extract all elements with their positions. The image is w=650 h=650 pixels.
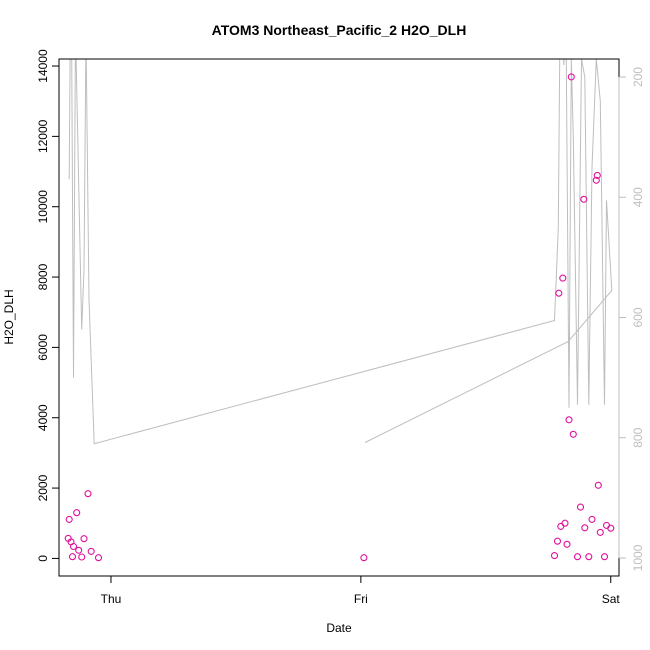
scatter-point <box>87 547 95 555</box>
scatter-point <box>585 553 593 561</box>
y-axis-label: H2O_DLH <box>2 289 16 344</box>
right-axis-series-layer <box>68 59 613 445</box>
scatter-point <box>576 503 585 511</box>
scatter-point <box>600 553 609 561</box>
x-axis: Thu Fri Sat <box>101 575 621 606</box>
y-tick-label: 0 <box>36 555 50 562</box>
scatter-point <box>550 552 559 560</box>
y-tick-label: 12000 <box>36 119 50 153</box>
scatter-point <box>84 490 92 498</box>
scatter-point <box>569 430 577 438</box>
scatter-point <box>580 195 588 203</box>
scatter-point <box>360 554 368 562</box>
scatter-point <box>80 535 88 543</box>
scatter-point <box>78 553 86 561</box>
right-axis-series-line <box>68 59 613 445</box>
right-tick-label: 1000 <box>631 544 645 571</box>
scatter-point <box>75 546 83 554</box>
x-tick-label: Sat <box>602 592 621 606</box>
scatter-point <box>594 481 602 489</box>
scatter-point <box>553 537 562 545</box>
y-tick-label: 6000 <box>36 334 50 361</box>
right-tick-label: 200 <box>631 67 645 87</box>
y-tick-label: 8000 <box>36 263 50 290</box>
x-tick-label: Fri <box>354 592 368 606</box>
right-tick-label: 800 <box>631 427 645 447</box>
x-axis-label: Date <box>326 621 352 635</box>
scatter-point <box>69 542 78 551</box>
scatter-point <box>563 540 571 548</box>
scatter-point <box>602 521 611 529</box>
scatter-point <box>607 524 615 532</box>
scatter-point <box>593 171 601 179</box>
scatter-point <box>561 519 569 527</box>
scatter-point <box>68 553 77 561</box>
scatter-point <box>588 515 596 523</box>
scatter-point <box>573 553 582 561</box>
y-tick-label: 14000 <box>36 49 50 83</box>
scatter-point <box>73 509 81 517</box>
scatter-point <box>557 522 565 530</box>
x-tick-label: Thu <box>101 592 122 606</box>
scatter-points-layer <box>64 73 615 562</box>
scatter-point <box>592 176 600 184</box>
chart-title: ATOM3 Northeast_Pacific_2 H2O_DLH <box>212 22 467 38</box>
y-tick-label: 2000 <box>36 474 50 501</box>
scatter-point <box>555 289 563 297</box>
y-tick-label: 4000 <box>36 404 50 431</box>
plot-frame <box>58 58 620 577</box>
y-axis-right: 200 400 600 800 1000 <box>618 67 645 571</box>
right-tick-label: 600 <box>631 307 645 327</box>
scatter-point <box>94 554 103 562</box>
scatter-point <box>65 515 73 523</box>
right-tick-label: 400 <box>631 187 645 207</box>
y-axis-left: 0 2000 4000 6000 8000 10000 12000 14000 <box>36 49 60 562</box>
scatter-point <box>596 528 604 536</box>
scatter-point <box>581 524 589 532</box>
scatter-point <box>567 73 575 81</box>
y-tick-label: 10000 <box>36 190 50 224</box>
scatter-point <box>565 416 573 424</box>
scatter-point <box>559 274 567 282</box>
